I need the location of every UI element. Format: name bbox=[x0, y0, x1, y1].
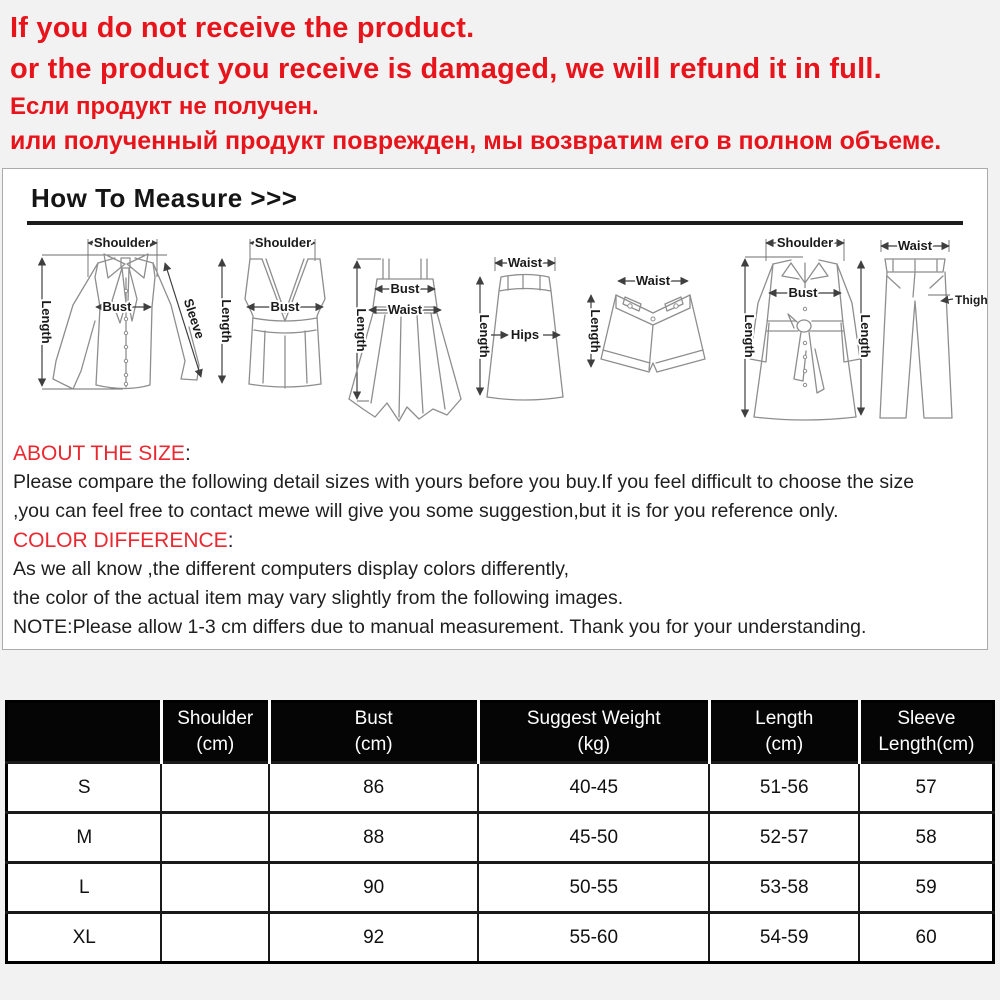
tank-length-label: Length bbox=[219, 299, 234, 342]
header-sleeve-length-column: Sleeve Length(cm) bbox=[857, 701, 994, 764]
pants-length-label: Length bbox=[858, 314, 873, 357]
tank-top-diagram: Shoulder Bust Length bbox=[217, 233, 326, 389]
banner-line-en-2: or the product you receive is damaged, w… bbox=[10, 53, 882, 85]
about-size-heading-colon: : bbox=[184, 442, 191, 465]
cell-bust: 88 bbox=[268, 811, 479, 863]
color-difference-heading-colon: : bbox=[227, 529, 234, 552]
dress-diagram: Bust Waist Length bbox=[348, 258, 462, 422]
note-line: NOTE:Please allow 1-3 cm differs due to … bbox=[13, 616, 867, 638]
skirt-hips-label: Hips bbox=[511, 327, 539, 342]
cell-weight: 45-50 bbox=[477, 811, 710, 863]
dress-bust-label: Bust bbox=[391, 281, 421, 296]
title-underline bbox=[27, 221, 963, 225]
cell-sleeve: 57 bbox=[858, 761, 994, 813]
size-table-header-row: Shoulder (cm) Bust (cm) Suggest Weight (… bbox=[6, 701, 994, 764]
header-length-column: Length (cm) bbox=[707, 701, 860, 764]
about-size-heading-text: ABOUT THE SIZE bbox=[13, 442, 185, 465]
skirt-diagram: Waist Hips Length bbox=[475, 253, 564, 401]
measure-diagrams-svg: Shoulder Bust Length Sleeve Shoulder Bus… bbox=[37, 233, 990, 422]
about-size-line-2: ,you can feel free to contact mewe will … bbox=[13, 500, 839, 522]
table-row-xl: XL 92 55-60 54-59 60 bbox=[6, 911, 994, 963]
cell-size: L bbox=[6, 861, 162, 913]
blouse-bust-label: Bust bbox=[103, 299, 133, 314]
header-cell-line1: Length bbox=[755, 708, 814, 729]
color-difference-heading: COLOR DIFFERENCE: bbox=[13, 526, 993, 555]
coat-diagram: Shoulder Bust Length bbox=[740, 233, 861, 421]
header-cell-line1: Suggest Weight bbox=[526, 708, 661, 729]
cell-bust: 92 bbox=[268, 911, 479, 963]
cell-sleeve: 60 bbox=[858, 911, 994, 963]
cell-length: 52-57 bbox=[708, 811, 860, 863]
cell-shoulder bbox=[160, 861, 270, 913]
cell-length: 54-59 bbox=[708, 911, 860, 963]
cell-size: S bbox=[6, 761, 162, 813]
header-cell-line2: (cm) bbox=[765, 734, 804, 755]
pants-waist-label: Waist bbox=[898, 238, 933, 253]
color-difference-line-1: As we all know ,the different computers … bbox=[13, 558, 570, 580]
dress-length-label: Length bbox=[354, 308, 369, 351]
color-difference-heading-text: COLOR DIFFERENCE bbox=[13, 529, 228, 552]
cell-shoulder bbox=[160, 811, 270, 863]
cell-length: 51-56 bbox=[708, 761, 860, 813]
cell-weight: 40-45 bbox=[477, 761, 710, 813]
dress-waist-label: Waist bbox=[388, 302, 423, 317]
banner-line-ru-1: Если продукт не получен. bbox=[10, 93, 319, 120]
skirt-waist-label: Waist bbox=[508, 255, 543, 270]
measure-title: How To Measure >>> bbox=[31, 183, 297, 214]
blouse-diagram: Shoulder Bust Length Sleeve bbox=[37, 233, 210, 390]
header-shoulder-column: Shoulder (cm) bbox=[159, 701, 270, 764]
table-row-m: M 88 45-50 52-57 58 bbox=[6, 811, 994, 863]
cell-shoulder bbox=[160, 911, 270, 963]
header-size-column bbox=[6, 701, 162, 764]
banner-line-ru-2: или полученный продукт поврежден, мы воз… bbox=[10, 127, 942, 155]
garment-diagrams: Shoulder Bust Length Sleeve Shoulder Bus… bbox=[3, 231, 990, 431]
blouse-shoulder-label: Shoulder bbox=[94, 235, 150, 250]
shorts-diagram: Waist Length bbox=[586, 271, 706, 373]
shorts-waist-label: Waist bbox=[636, 273, 671, 288]
about-size-heading: ABOUT THE SIZE: bbox=[13, 439, 993, 468]
header-cell-line2: Length(cm) bbox=[878, 734, 975, 755]
cell-size: XL bbox=[6, 911, 162, 963]
blouse-sleeve-label: Sleeve bbox=[181, 297, 208, 341]
cell-sleeve: 59 bbox=[858, 861, 994, 913]
refund-banner: If you do not receive the product. or th… bbox=[10, 8, 995, 159]
cell-weight: 55-60 bbox=[477, 911, 710, 963]
measure-title-text: How To Measure bbox=[31, 183, 243, 213]
pants-thigh-label: Thigh bbox=[955, 293, 987, 307]
header-cell-line1: Sleeve bbox=[897, 708, 956, 729]
header-bust-column: Bust (cm) bbox=[267, 701, 479, 764]
header-cell-line1: Bust bbox=[354, 708, 393, 729]
header-suggest-weight-column: Suggest Weight (kg) bbox=[476, 701, 710, 764]
shorts-length-label: Length bbox=[588, 309, 603, 352]
cell-size: M bbox=[6, 811, 162, 863]
cell-bust: 90 bbox=[268, 861, 479, 913]
blouse-length-label: Length bbox=[39, 300, 54, 343]
cell-weight: 50-55 bbox=[477, 861, 710, 913]
coat-shoulder-label: Shoulder bbox=[777, 235, 833, 250]
how-to-measure-section: How To Measure >>> bbox=[2, 168, 990, 650]
tank-bust-label: Bust bbox=[271, 299, 301, 314]
header-cell-line2: (cm) bbox=[354, 734, 393, 755]
pants-diagram: Waist Thigh Length bbox=[856, 236, 990, 419]
header-cell-line1: Shoulder bbox=[177, 708, 254, 729]
size-table: Shoulder (cm) Bust (cm) Suggest Weight (… bbox=[5, 700, 995, 964]
color-difference-line-2: the color of the actual item may vary sl… bbox=[13, 587, 624, 609]
coat-length-label: Length bbox=[742, 314, 757, 357]
info-text-section: ABOUT THE SIZE: Please compare the follo… bbox=[13, 439, 993, 642]
measure-title-arrows-icon: >>> bbox=[250, 183, 298, 213]
cell-shoulder bbox=[160, 761, 270, 813]
cell-bust: 86 bbox=[268, 761, 479, 813]
skirt-length-label: Length bbox=[477, 314, 492, 357]
cell-sleeve: 58 bbox=[858, 811, 994, 863]
about-size-line-1: Please compare the following detail size… bbox=[13, 471, 915, 493]
table-row-s: S 86 40-45 51-56 57 bbox=[6, 761, 994, 813]
header-cell-line2: (kg) bbox=[577, 734, 611, 755]
header-cell-line2: (cm) bbox=[196, 734, 235, 755]
table-row-l: L 90 50-55 53-58 59 bbox=[6, 861, 994, 913]
cell-length: 53-58 bbox=[708, 861, 860, 913]
tank-shoulder-label: Shoulder bbox=[255, 235, 311, 250]
banner-line-en-1: If you do not receive the product. bbox=[10, 12, 475, 44]
coat-bust-label: Bust bbox=[789, 285, 819, 300]
